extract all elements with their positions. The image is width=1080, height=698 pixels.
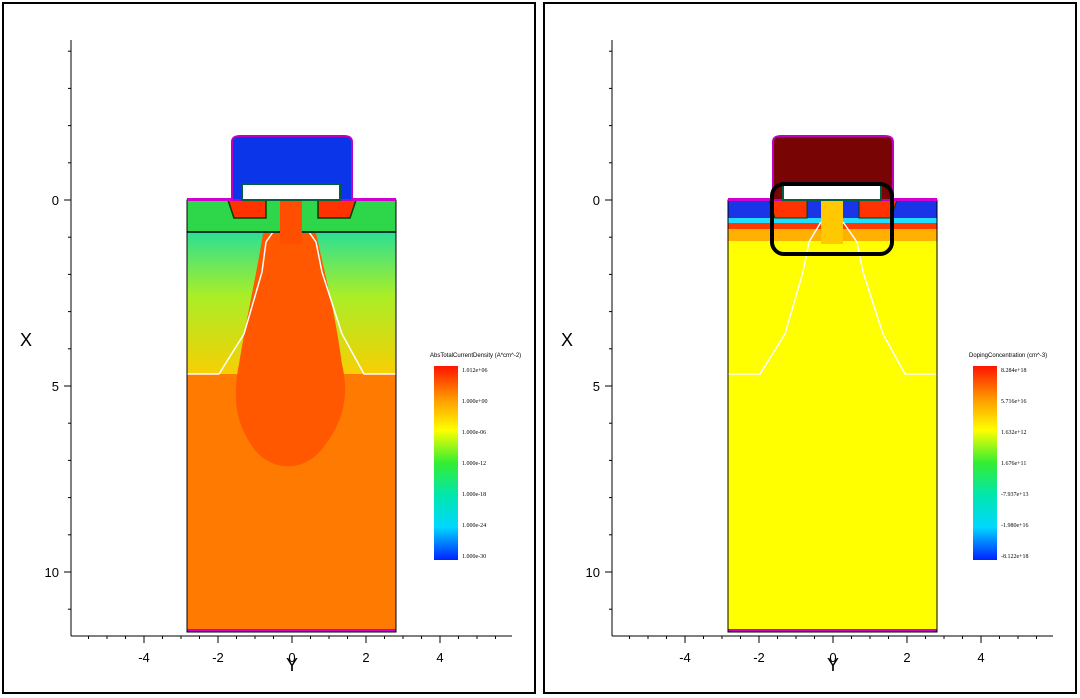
x-tick-label: 4 bbox=[977, 650, 984, 665]
x-tick-label: -2 bbox=[212, 650, 224, 665]
y-tick-label: 10 bbox=[45, 565, 59, 580]
current-density-plot: -4 -2 0 2 4 0 5 10 Y X AbsTotalCurrentDensity (… bbox=[20, 40, 521, 675]
channel-region bbox=[821, 200, 843, 244]
current-core-region bbox=[235, 214, 346, 467]
right-chart-panel: -4 -2 0 2 4 0 5 10 Y X DopingConcentration (cm^… bbox=[543, 2, 1077, 694]
x-tick-label: 2 bbox=[362, 650, 369, 665]
axis-ticks: -4 -2 0 2 4 0 5 10 bbox=[586, 50, 1037, 665]
x-tick-label: 0 bbox=[829, 650, 836, 665]
colorbar-label: 1.000e-30 bbox=[462, 554, 486, 560]
source-contact-left bbox=[768, 199, 808, 219]
colorbar bbox=[973, 366, 997, 560]
colorbar-label: -8.122e+18 bbox=[1001, 554, 1029, 560]
colorbar-label: 5.716e+16 bbox=[1001, 399, 1027, 405]
drain-contact bbox=[187, 629, 396, 632]
channel-region bbox=[280, 200, 302, 244]
x-tick-label: -2 bbox=[753, 650, 765, 665]
colorbar-label: 1.676e+11 bbox=[1001, 461, 1026, 467]
x-axis-title: Y bbox=[286, 655, 298, 675]
depletion-boundary-right bbox=[842, 221, 937, 375]
substrate-region bbox=[728, 200, 937, 632]
gate-oxide bbox=[782, 183, 882, 201]
colorbar-label: 8.284e+18 bbox=[1001, 368, 1027, 374]
device-body bbox=[727, 198, 938, 633]
depletion-boundary-left bbox=[187, 221, 281, 375]
colorbar bbox=[434, 366, 458, 560]
gate-stack bbox=[231, 135, 353, 201]
colorbar-legend: AbsTotalCurrentDensity (A*cm^-2) 1.012e+… bbox=[430, 353, 521, 560]
colorbar-label: 1.000e-24 bbox=[462, 523, 486, 529]
colorbar-label: -1.980e+16 bbox=[1001, 523, 1029, 529]
depletion-boundary-right bbox=[301, 221, 396, 375]
axes: -4 -2 0 2 4 0 5 10 Y X bbox=[20, 40, 512, 675]
colorbar-labels: 1.012e+06 1.000e+00 1.000e-06 1.000e-12 1.00… bbox=[462, 368, 488, 560]
x-tick-label: 4 bbox=[436, 650, 443, 665]
colorbar-labels: 8.284e+18 5.716e+16 1.632e+12 1.676e+11 -7.9… bbox=[1001, 368, 1029, 560]
y-tick-label: 5 bbox=[52, 379, 59, 394]
x-tick-label: 0 bbox=[288, 650, 295, 665]
y-axis-title: X bbox=[20, 330, 32, 350]
legend-title: AbsTotalCurrentDensity (A*cm^-2) bbox=[430, 353, 521, 359]
y-tick-label: 10 bbox=[586, 565, 600, 580]
drain-contact bbox=[728, 629, 937, 632]
legend-title: DopingConcentration (cm^-3) bbox=[969, 353, 1047, 359]
colorbar-legend: DopingConcentration (cm^-3) 8.284e+18 5.7… bbox=[969, 353, 1047, 560]
colorbar-label: 1.000e+00 bbox=[462, 399, 488, 405]
gate-oxide bbox=[241, 183, 341, 201]
source-contact-left bbox=[226, 199, 267, 219]
colorbar-label: 1.000e-12 bbox=[462, 461, 486, 467]
gate-stack bbox=[772, 135, 894, 201]
y-tick-label: 5 bbox=[593, 379, 600, 394]
x-tick-label: -4 bbox=[138, 650, 150, 665]
y-axis-title: X bbox=[561, 330, 573, 350]
axis-ticks: -4 -2 0 2 4 0 5 10 bbox=[45, 50, 496, 665]
colorbar-label: 1.000e-18 bbox=[462, 492, 486, 498]
colorbar-label: 1.012e+06 bbox=[462, 368, 488, 374]
colorbar-label: -7.937e+13 bbox=[1001, 492, 1029, 498]
x-tick-label: -4 bbox=[679, 650, 691, 665]
colorbar-label: 1.000e-06 bbox=[462, 430, 486, 436]
device-body bbox=[186, 198, 397, 633]
highlight-annotation-box bbox=[770, 182, 894, 256]
doping-concentration-plot: -4 -2 0 2 4 0 5 10 Y X DopingConcentration (cm^… bbox=[561, 40, 1053, 675]
x-tick-label: 2 bbox=[903, 650, 910, 665]
x-axis-title: Y bbox=[827, 655, 839, 675]
colorbar-label: 1.632e+12 bbox=[1001, 430, 1027, 436]
y-tick-label: 0 bbox=[52, 193, 59, 208]
axes: -4 -2 0 2 4 0 5 10 Y X bbox=[561, 40, 1053, 675]
depletion-boundary-left bbox=[728, 221, 822, 375]
y-tick-label: 0 bbox=[593, 193, 600, 208]
left-chart-panel: -4 -2 0 2 4 0 5 10 Y X AbsTotalCurrentDensity (… bbox=[2, 2, 536, 694]
source-contact-right bbox=[317, 199, 358, 219]
